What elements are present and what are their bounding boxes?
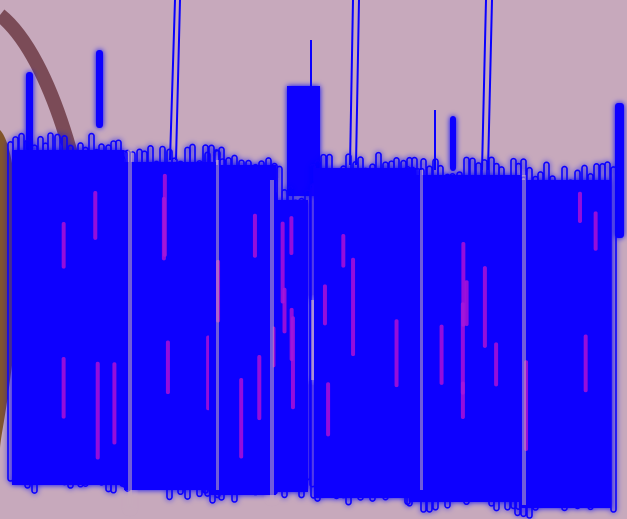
accent-stroke (257, 354, 262, 421)
stroke-line (400, 159, 407, 496)
accent-stroke (165, 340, 170, 395)
stroke-line (61, 134, 68, 486)
stroke-line (115, 139, 122, 479)
accent-stroke (341, 234, 346, 268)
stroke-line (375, 151, 382, 492)
stroke-line (449, 173, 456, 488)
accent-stroke (282, 287, 287, 334)
stroke-line (326, 153, 333, 494)
accent-stroke (460, 381, 465, 420)
accent-stroke (439, 324, 444, 385)
stroke-line (561, 165, 568, 512)
block-gap (522, 175, 526, 505)
stroke-line (574, 169, 581, 510)
accent-stroke (394, 319, 399, 388)
thin-lines (169, 0, 493, 171)
stroke-line (426, 165, 433, 513)
accent-stroke (290, 316, 295, 410)
accent-stroke (93, 190, 98, 240)
stroke-line (537, 171, 544, 508)
stroke-line (141, 150, 148, 487)
stroke-line (567, 179, 574, 502)
stroke-line (362, 167, 369, 494)
accent-stroke (252, 213, 257, 258)
block-gap (311, 300, 314, 380)
accent-stroke (351, 257, 356, 357)
block-gap (270, 180, 274, 500)
stroke-line (469, 157, 476, 498)
stroke-line (219, 158, 226, 495)
accent-stroke (482, 266, 487, 348)
stroke-line (225, 156, 232, 484)
stroke-line (98, 143, 105, 486)
stroke-line (604, 161, 611, 495)
stroke-line (587, 173, 594, 511)
stroke-line (393, 157, 400, 489)
accent-stroke (280, 221, 285, 304)
stroke-line (252, 163, 259, 496)
accent-stroke (322, 284, 327, 326)
stroke-line (231, 154, 238, 503)
stroke-line (593, 163, 600, 508)
stroke-blocks (7, 132, 617, 519)
stroke-line (514, 175, 521, 517)
accent-stroke (326, 382, 331, 437)
stroke-line (369, 163, 376, 502)
accent-stroke (464, 280, 469, 326)
stroke-line (159, 145, 166, 481)
stroke-line (171, 157, 178, 484)
stroke-line (298, 197, 305, 499)
accent-stroke (112, 362, 117, 445)
accent-stroke (577, 191, 582, 224)
stroke-line (82, 146, 89, 488)
block-base (124, 162, 216, 490)
accent-stroke (239, 377, 244, 459)
block-gap (128, 150, 132, 510)
stroke-line (281, 188, 288, 499)
stroke-line (54, 133, 61, 485)
accent-stroke (583, 334, 588, 393)
stroke-line (314, 159, 321, 502)
accent-stroke (461, 242, 466, 327)
stroke-line (498, 166, 505, 500)
stroke-line (31, 144, 38, 494)
stroke-line (189, 143, 196, 488)
stroke-line (345, 153, 352, 506)
stroke-line (18, 132, 25, 474)
stroke-line (147, 144, 154, 477)
stroke-line (245, 159, 252, 495)
stroke-line (382, 161, 389, 501)
accent-stroke (162, 173, 167, 257)
stroke-line (177, 160, 184, 496)
stroke-line (481, 159, 488, 496)
stroke-line (258, 160, 265, 487)
stroke-line (333, 168, 340, 500)
stroke-line (504, 175, 511, 511)
block-gap (420, 170, 423, 490)
stroke-line (554, 180, 561, 499)
stroke-line (196, 160, 203, 498)
stroke-line (238, 159, 245, 494)
accent-stroke (494, 342, 499, 387)
accent-stroke (289, 216, 294, 256)
stroke-line (47, 132, 54, 473)
stroke-line (24, 139, 31, 489)
stroke-line (12, 136, 19, 485)
accent-stroke (95, 361, 100, 460)
stroke-line (581, 164, 588, 499)
accent-stroke (61, 357, 66, 419)
stroke-line (475, 162, 482, 490)
stroke-line (543, 161, 550, 500)
stroke-line (526, 166, 533, 519)
stroke-line (610, 166, 617, 513)
stroke-line (153, 160, 160, 487)
block-gap (216, 160, 219, 490)
accent-stroke (61, 222, 66, 269)
accent-stroke (593, 211, 598, 251)
